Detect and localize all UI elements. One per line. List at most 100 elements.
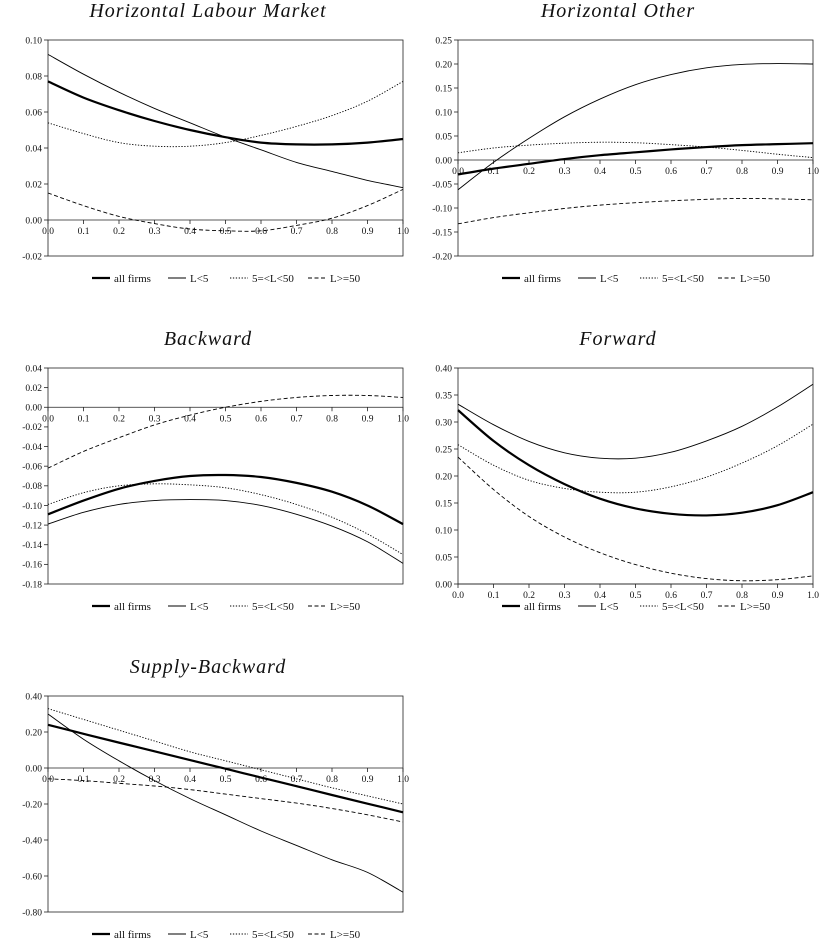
chart-plot: 0.40 0.20 0.00 -0.20 -0.40 -0.60 -0.80 0.0 0.1 0.… — [22, 692, 409, 941]
y-tick-label: 0.00 — [25, 216, 42, 226]
x-tick-label: 0.5 — [220, 414, 232, 424]
x-tick-label: 0.8 — [326, 227, 338, 237]
legend-label: all firms — [524, 601, 561, 613]
y-tick-label: -0.18 — [22, 580, 42, 590]
chart-backward: Backward 0.04 0.02 0.00 -0.02 -0.04 -0.06 -0.0… — [8, 328, 409, 618]
series-line-dashed — [47, 188, 404, 232]
y-tick-label: -0.02 — [22, 252, 42, 262]
x-tick-label: 0.3 — [149, 775, 161, 785]
x-tick-label: 0.4 — [184, 414, 196, 424]
x-tick-label: 0.5 — [220, 775, 232, 785]
x-tick-label: 0.8 — [326, 775, 338, 785]
plot-frame — [47, 695, 404, 913]
x-tick-label: 0.7 — [701, 167, 713, 177]
y-tick-label: -0.15 — [432, 228, 452, 238]
x-tick-label: 0.6 — [255, 775, 267, 785]
x-tick-label: 1.0 — [397, 775, 409, 785]
x-tick-label: 0.3 — [559, 167, 571, 177]
x-tick-label: 0.9 — [362, 775, 374, 785]
legend-label: all firms — [524, 273, 561, 285]
series-line-thick — [47, 473, 404, 526]
series-line-dotted — [47, 708, 404, 805]
series-line-dotted — [47, 81, 404, 148]
y-tick-label: -0.60 — [22, 872, 42, 882]
x-tick-label: 0.0 — [452, 591, 464, 601]
legend-label: L>=50 — [740, 601, 771, 613]
x-tick-label: 1.0 — [807, 167, 819, 177]
x-tick-label: 0.6 — [665, 167, 677, 177]
x-tick-label: 0.9 — [772, 591, 784, 601]
x-tick-label: 0.1 — [488, 167, 500, 177]
x-tick-label: 0.6 — [255, 227, 267, 237]
legend-label: L<5 — [190, 601, 209, 613]
chart-horizontal-other: Horizontal Other 0.25 0.20 0.15 0.10 0.05 0.0… — [418, 0, 819, 290]
y-tick-label: 0.06 — [25, 108, 42, 118]
x-tick-label: 0.5 — [630, 167, 642, 177]
y-tick-label: -0.80 — [22, 908, 42, 918]
x-tick-label: 0.7 — [291, 775, 303, 785]
x-tick-label: 0.9 — [362, 227, 374, 237]
y-tick-label: 0.10 — [435, 108, 452, 118]
x-tick-label: 0.4 — [184, 227, 196, 237]
legend-label: 5=<L<50 — [662, 601, 704, 613]
series-line-dotted — [457, 141, 814, 159]
x-tick-label: 0.0 — [42, 414, 54, 424]
chart-forward: Forward 0.40 0.35 0.30 0.25 0.20 0.15 0.10 0.05… — [418, 328, 819, 618]
chart-plot: 0.10 0.08 0.06 0.04 0.02 0.00 -0.02 0.0 0.1 0.2 0.… — [22, 36, 409, 285]
legend-label: L>=50 — [740, 273, 771, 285]
plot-frame — [47, 367, 404, 585]
x-tick-label: 0.8 — [736, 167, 748, 177]
y-tick-label: -0.08 — [22, 482, 42, 492]
y-tick-label: 0.30 — [435, 418, 452, 428]
legend-label: L>=50 — [330, 929, 361, 941]
chart-title: Forward — [579, 328, 657, 350]
x-tick-label: 1.0 — [397, 414, 409, 424]
x-tick-label: 0.3 — [149, 227, 161, 237]
chart-title: Horizontal Labour Market — [89, 0, 327, 22]
series-line-thin — [47, 499, 404, 564]
legend-label: L<5 — [190, 929, 209, 941]
y-tick-label: 0.05 — [435, 553, 452, 563]
y-tick-label: 0.00 — [25, 404, 42, 414]
y-tick-label: 0.02 — [25, 180, 42, 190]
y-tick-label: -0.06 — [22, 462, 42, 472]
series-line-thick — [457, 142, 814, 176]
chart-horizontal-labour-market: Horizontal Labour Market 0.10 0.08 0.06 0.0… — [8, 0, 409, 290]
chart-title: Backward — [163, 328, 253, 350]
y-tick-label: 0.15 — [435, 84, 452, 94]
y-tick-label: -0.14 — [22, 541, 42, 551]
x-tick-label: 0.5 — [220, 227, 232, 237]
legend-label: L<5 — [600, 601, 619, 613]
y-tick-label: -0.40 — [22, 836, 42, 846]
x-tick-label: 0.2 — [523, 591, 535, 601]
x-tick-label: 1.0 — [807, 591, 819, 601]
y-tick-label: 0.25 — [435, 36, 452, 46]
series-line-dashed — [457, 456, 814, 582]
x-tick-label: 0.0 — [42, 227, 54, 237]
legend-label: 5=<L<50 — [662, 273, 704, 285]
series-line-dashed — [47, 778, 404, 823]
x-tick-label: 0.1 — [78, 227, 90, 237]
y-tick-label: 0.10 — [25, 36, 42, 46]
legend-label: L>=50 — [330, 273, 361, 285]
x-tick-label: 0.1 — [78, 775, 90, 785]
chart-title: Horizontal Other — [540, 0, 696, 22]
x-tick-label: 0.1 — [78, 414, 90, 424]
chart-plot: 0.04 0.02 0.00 -0.02 -0.04 -0.06 -0.08 -0.10 -0.… — [22, 364, 409, 613]
y-tick-label: -0.10 — [22, 502, 42, 512]
y-tick-label: 0.08 — [25, 72, 42, 82]
y-tick-label: -0.02 — [22, 423, 42, 433]
x-tick-label: 0.9 — [772, 167, 784, 177]
chart-plot: 0.25 0.20 0.15 0.10 0.05 0.00 -0.05 -0.10 -0.15 -… — [432, 36, 819, 285]
y-tick-label: 0.40 — [435, 364, 452, 374]
y-tick-label: -0.05 — [432, 180, 452, 190]
y-tick-label: 0.10 — [435, 526, 452, 536]
y-tick-label: 0.25 — [435, 445, 452, 455]
x-tick-label: 0.2 — [113, 227, 125, 237]
x-tick-label: 0.4 — [594, 591, 606, 601]
y-tick-label: 0.00 — [435, 580, 452, 590]
y-tick-label: -0.20 — [22, 800, 42, 810]
x-tick-label: 0.2 — [523, 167, 535, 177]
x-tick-label: 0.7 — [291, 414, 303, 424]
legend-label: all firms — [114, 601, 151, 613]
